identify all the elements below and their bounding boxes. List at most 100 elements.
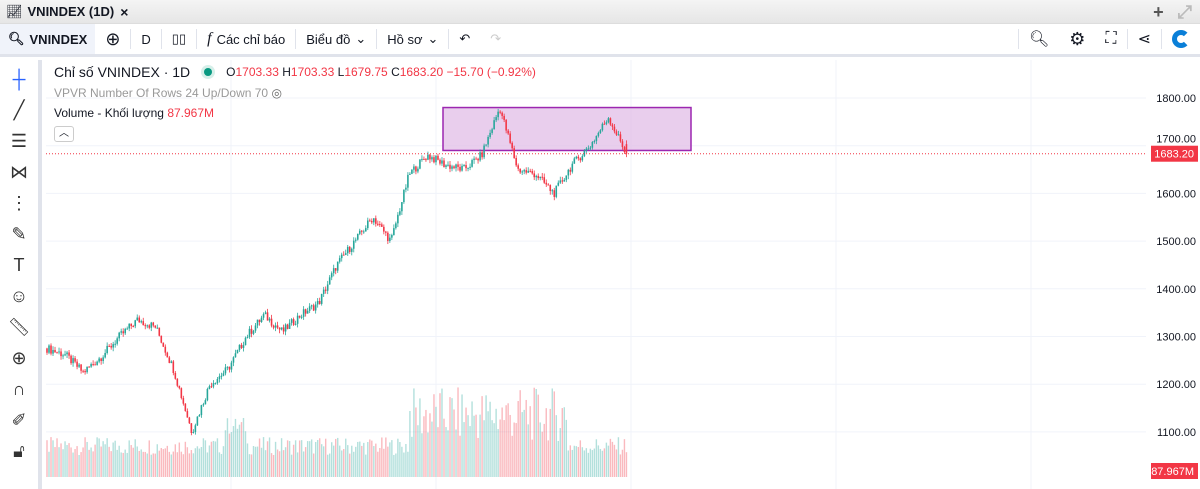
fib-lines-icon[interactable]: ☰: [10, 131, 28, 151]
indicators-button[interactable]: f Các chỉ báo: [197, 24, 295, 54]
price-chart[interactable]: 1100.00 1200.00 1300.00 1400.00 1500.00 1600.…: [46, 60, 1200, 489]
volume-bar: [337, 437, 339, 477]
volume-bar: [278, 451, 281, 477]
volume-bar: [194, 448, 197, 477]
text-icon[interactable]: T: [13, 255, 25, 275]
candle: [350, 248, 353, 252]
chart-menu-button[interactable]: Biểu đồ ⌄: [296, 24, 376, 54]
candle: [336, 261, 339, 271]
ruler-icon[interactable]: 📏︎: [7, 317, 31, 337]
volume-bar: [409, 411, 411, 477]
candle: [348, 246, 351, 252]
gear-icon: ⚙: [1069, 28, 1086, 49]
share-button[interactable]: ⋖: [1128, 24, 1161, 54]
candle: [294, 323, 297, 325]
interval-button[interactable]: D: [141, 31, 151, 47]
volume-bar: [206, 452, 209, 477]
candle: [565, 175, 568, 180]
candle: [158, 327, 161, 336]
candle: [322, 289, 325, 294]
volume-bar: [124, 449, 126, 477]
volume-bar: [347, 445, 349, 477]
volume-bar: [527, 424, 529, 477]
emoji-icon[interactable]: ☺: [9, 286, 29, 306]
candle: [126, 328, 128, 330]
pattern-icon[interactable]: ⋈: [10, 162, 28, 182]
unlock-icon[interactable]: 🔓︎: [13, 441, 25, 461]
candle: [164, 346, 167, 353]
trend-line-icon[interactable]: ╱: [13, 100, 25, 120]
candle: [551, 190, 554, 192]
close-icon[interactable]: ×: [120, 3, 129, 20]
candle: [204, 400, 207, 405]
volume-bar: [94, 444, 96, 477]
undo-button[interactable]: ↶: [449, 24, 480, 54]
volume-bar: [345, 438, 347, 477]
volume-bar: [258, 438, 261, 477]
add-tab-icon[interactable]: +: [1153, 2, 1164, 22]
volume-bar: [391, 440, 393, 477]
chevron-down-icon: ⌄: [355, 31, 367, 46]
volume-bar: [539, 422, 541, 477]
candle: [74, 358, 76, 362]
redo-button[interactable]: ↷: [480, 24, 511, 54]
volume-bar: [314, 441, 317, 477]
candle: [593, 141, 596, 143]
tab[interactable]: 📈︎ VNINDEX (1D) × + ⤢: [0, 0, 1200, 24]
volume-bar: [292, 444, 295, 477]
candle: [340, 254, 343, 259]
candle: [559, 180, 562, 183]
candle: [118, 332, 120, 339]
volume-bar: [417, 425, 419, 477]
volume-bar: [170, 454, 173, 477]
collapse-legend-button[interactable]: ︿: [54, 126, 74, 142]
volume-bar: [333, 445, 335, 477]
lock-drawing-icon[interactable]: ✐: [11, 410, 27, 430]
volume-bar: [485, 395, 487, 477]
candle: [82, 370, 84, 372]
zoom-in-icon[interactable]: ⊕: [11, 348, 27, 368]
expand-icon[interactable]: ⤢: [1177, 2, 1192, 22]
volume-bar: [282, 450, 285, 477]
candle: [567, 169, 570, 176]
crosshair-icon[interactable]: ┼: [12, 69, 26, 89]
candle: [162, 342, 165, 347]
volume-bar: [613, 444, 616, 477]
candle: [371, 220, 373, 223]
volume-bar: [216, 438, 219, 477]
magnet-icon[interactable]: ∩: [12, 379, 26, 399]
volume-bar: [531, 439, 533, 477]
candle: [98, 358, 100, 362]
prediction-icon[interactable]: ⋮: [10, 193, 28, 213]
volume-bar: [615, 449, 618, 477]
symbol-search-button[interactable]: 🔍︎ VNINDEX: [0, 24, 96, 54]
brush-icon[interactable]: ✎: [11, 224, 27, 244]
volume-bar: [162, 449, 164, 477]
chart-type-button[interactable]: ▯▯: [162, 24, 196, 54]
chart-icon: 📈︎: [6, 3, 23, 19]
compare-button[interactable]: ⊕: [95, 24, 130, 54]
candle: [236, 349, 239, 354]
open-label: O: [226, 65, 236, 79]
candle: [533, 173, 536, 178]
volume-bar: [561, 408, 563, 477]
volume-bar: [168, 451, 171, 477]
volume-bar: [557, 440, 559, 477]
candle: [284, 324, 287, 332]
quick-search-button[interactable]: 🔍︎: [1019, 24, 1059, 54]
candle: [509, 133, 511, 143]
settings-button[interactable]: ⚙: [1059, 24, 1095, 54]
volume-bar: [421, 433, 423, 477]
candle: [194, 425, 197, 432]
candle: [170, 361, 173, 363]
volume-bar: [60, 443, 62, 477]
candle: [332, 268, 335, 274]
high-label: H: [282, 65, 291, 79]
candle: [212, 383, 215, 387]
eye-off-icon[interactable]: ◎: [271, 86, 282, 100]
fullscreen-button[interactable]: ⛶: [1095, 24, 1126, 54]
profile-menu-button[interactable]: Hồ sơ ⌄: [377, 24, 448, 54]
candle: [569, 169, 572, 172]
candle: [316, 301, 319, 305]
candle: [397, 214, 399, 224]
